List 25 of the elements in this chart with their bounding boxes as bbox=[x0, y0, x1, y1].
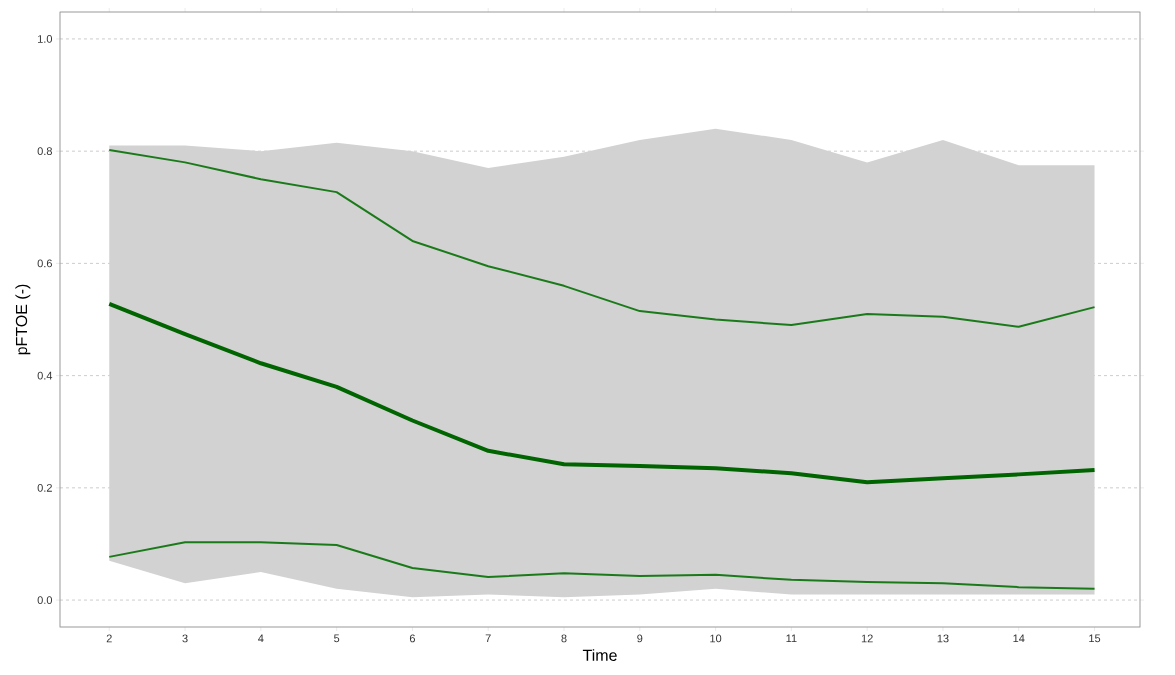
x-tick-label: 3 bbox=[182, 634, 188, 643]
y-tick-label: 0.8 bbox=[37, 147, 52, 156]
x-tick-label: 14 bbox=[1013, 634, 1025, 643]
x-tick-label: 2 bbox=[106, 634, 112, 643]
x-tick-label: 12 bbox=[861, 634, 873, 643]
x-tick-label: 6 bbox=[409, 634, 415, 643]
x-tick-label: 15 bbox=[1089, 634, 1101, 643]
x-tick-label: 11 bbox=[786, 634, 797, 643]
x-tick-label: 10 bbox=[710, 634, 722, 643]
x-tick-label: 5 bbox=[334, 634, 340, 643]
line-series bbox=[108, 541, 1096, 590]
line-series bbox=[107, 301, 1097, 485]
x-tick-label: 8 bbox=[561, 634, 567, 643]
y-axis-title: pFTOE (-) bbox=[15, 284, 31, 355]
x-tick-label: 4 bbox=[258, 634, 264, 643]
line-series bbox=[108, 149, 1096, 328]
x-tick-label: 9 bbox=[637, 634, 643, 643]
y-tick-label: 1.0 bbox=[38, 35, 53, 43]
x-tick-label: 13 bbox=[937, 634, 949, 643]
y-tick-label: 0.2 bbox=[37, 483, 52, 492]
y-tick-label: 0.0 bbox=[37, 596, 53, 604]
x-tick-label: 7 bbox=[485, 634, 491, 643]
x-axis-title: Time bbox=[582, 649, 617, 661]
y-tick-label: 0.4 bbox=[37, 371, 53, 380]
y-tick-label: 0.6 bbox=[37, 259, 52, 268]
